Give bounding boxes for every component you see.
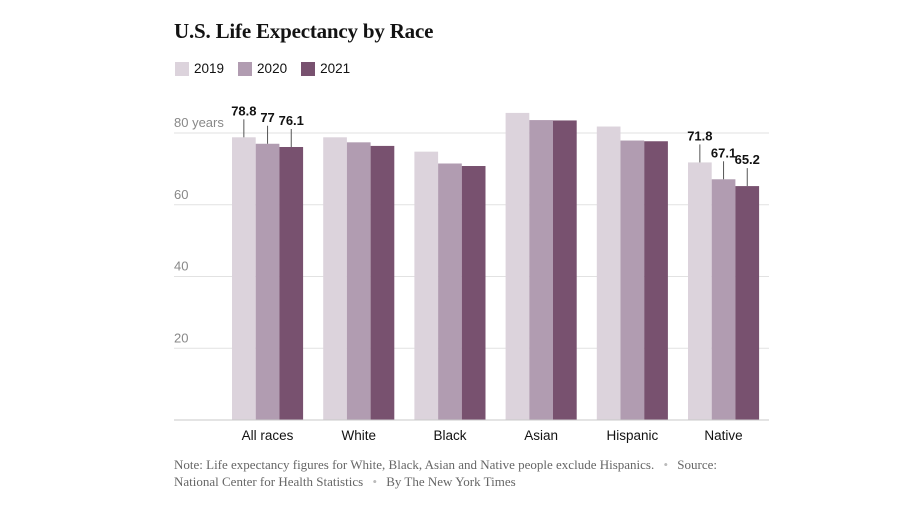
legend-item-2020: 2020 <box>238 61 287 76</box>
bar-native-2019 <box>688 162 712 421</box>
bar-hispanic-2021 <box>644 141 668 420</box>
legend-item-2021: 2021 <box>301 61 350 76</box>
bar-all-races-2021 <box>279 146 304 420</box>
legend-label-2021: 2021 <box>320 61 351 76</box>
data-label: 78.8 <box>231 103 256 118</box>
bar-white-2021 <box>370 145 395 421</box>
x-tick-label: Hispanic <box>606 428 658 443</box>
footer-separator: • <box>663 457 669 472</box>
bar-black-2020 <box>438 163 462 420</box>
legend-item-2019: 2019 <box>175 61 224 76</box>
chart-title: U.S. Life Expectancy by Race <box>174 19 434 43</box>
legend-label-2019: 2019 <box>194 61 225 76</box>
bar-native-2021 <box>735 186 760 420</box>
bar-asian-2020 <box>529 120 553 421</box>
legend-swatch-2021 <box>301 61 316 76</box>
footer-separator: • <box>372 474 377 489</box>
x-tick-label: All races <box>242 428 294 443</box>
data-label: 71.8 <box>687 128 712 143</box>
y-tick-label: 20 <box>174 330 188 345</box>
chart-footer: Note: Life expectancy figures for White,… <box>174 456 734 490</box>
bar-asian-2019 <box>505 112 530 420</box>
data-label: 65.2 <box>735 152 760 167</box>
data-label: 76.1 <box>279 113 304 128</box>
data-label: 77 <box>260 110 274 125</box>
data-label: 67.1 <box>711 145 736 160</box>
x-tick-label: White <box>341 428 376 443</box>
legend-label-2020: 2020 <box>257 61 288 76</box>
bar-black-2019 <box>414 151 439 420</box>
x-tick-label: Asian <box>524 428 558 443</box>
legend: 2019 2020 2021 <box>175 61 364 76</box>
bar-hispanic-2020 <box>620 140 645 420</box>
bar-asian-2021 <box>553 120 577 420</box>
x-tick-label: Black <box>433 428 466 443</box>
y-tick-label: 60 <box>174 187 188 202</box>
y-tick-label: 40 <box>174 259 188 274</box>
footer-source: Source: National Center for Health Stati… <box>174 457 718 489</box>
bar-hispanic-2019 <box>596 126 621 420</box>
x-tick-label: Native <box>704 428 742 443</box>
bar-black-2021 <box>461 166 486 420</box>
bar-white-2020 <box>346 142 371 420</box>
bar-all-races-2020 <box>255 143 280 420</box>
legend-swatch-2020 <box>238 61 253 76</box>
bar-all-races-2019 <box>232 137 256 420</box>
y-tick-label: 80 years <box>174 115 224 130</box>
footer-note: Note: Life expectancy figures for White,… <box>174 457 655 472</box>
bar-native-2020 <box>711 179 736 420</box>
legend-swatch-2019 <box>175 61 189 76</box>
bar-white-2019 <box>323 137 347 420</box>
footer-credit: By The New York Times <box>386 474 516 489</box>
